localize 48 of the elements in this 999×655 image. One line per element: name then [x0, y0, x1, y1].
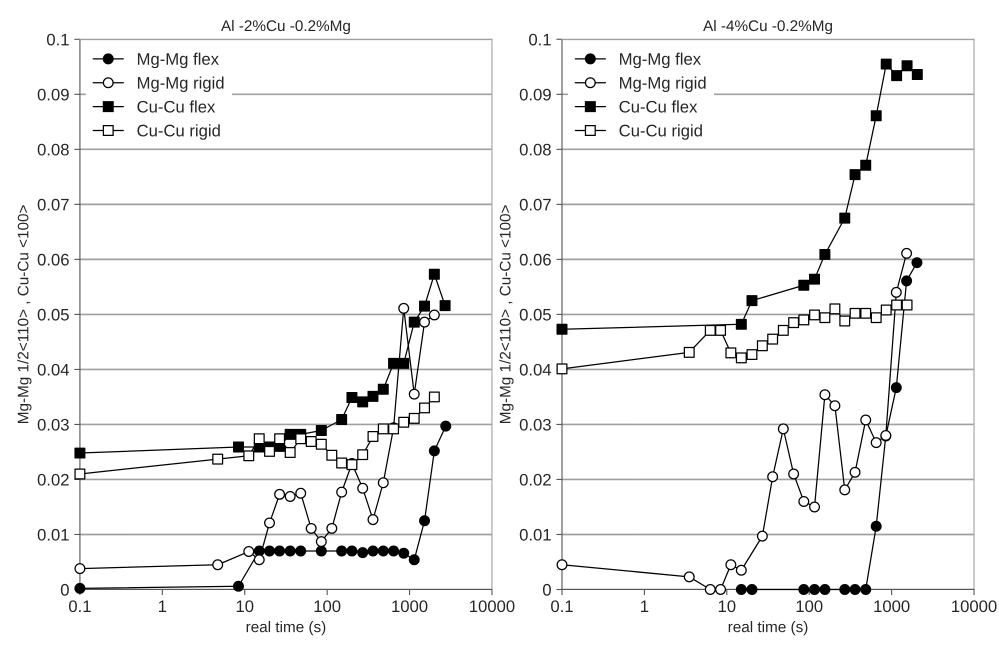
x-tick-label: 1000 [874, 600, 910, 612]
y-tick-label: 0.06 [520, 254, 551, 266]
y-tick-label: 0.09 [38, 88, 69, 101]
y-tick-label: 0.08 [520, 144, 551, 156]
x-tick-label: 10 [236, 600, 254, 612]
legend-label: Mg-Mg rigid [138, 76, 224, 92]
x-tick-label: 0.1 [551, 600, 573, 612]
y-tick-label: 0.06 [38, 254, 69, 266]
y-tick-label: 0 [60, 584, 69, 596]
y-tick-label: 0.02 [38, 474, 69, 486]
y-tick-label: 0.04 [520, 364, 552, 376]
x-tick-label: 0.1 [68, 600, 91, 612]
y-tick-label: 0.01 [520, 528, 551, 541]
y-tick-label: 0.01 [38, 528, 69, 541]
legend-label: Cu-Cu flex [137, 100, 216, 113]
y-tick-label: 0.03 [38, 418, 69, 431]
x-tick-label: 100 [314, 600, 340, 612]
x-axis-title: real time (s) [728, 621, 808, 636]
legend-label: Cu-Cu flex [620, 100, 698, 113]
y-tick-label: 0.03 [520, 418, 551, 431]
legend-label: Mg-Mg rigid [620, 76, 706, 92]
x-tick-label: 1000 [392, 600, 428, 612]
y-tick-label: 0.09 [520, 88, 551, 101]
legend-label: Cu-Cu rigid [137, 124, 220, 140]
x-tick-label: 1 [641, 600, 648, 612]
y-tick-label: 0.05 [520, 308, 551, 321]
y-tick-label: 0.02 [520, 474, 551, 486]
y-tick-label: 0.1 [46, 34, 69, 46]
y-tick-label: 0.07 [38, 198, 69, 211]
x-tick-label: 10 [718, 600, 736, 612]
y-tick-label: 0.05 [38, 308, 69, 321]
legend-label: Cu-Cu rigid [620, 124, 702, 140]
y-tick-label: 0.08 [38, 144, 69, 156]
x-tick-label: 10000 [470, 600, 514, 612]
y-tick-label: 0 [542, 584, 551, 596]
x-axis-title: real time (s) [246, 621, 326, 636]
chart-title: Al -2%Cu -0.2%Mg [221, 20, 350, 34]
x-tick-label: 1 [158, 600, 166, 612]
x-tick-label: 100 [796, 600, 822, 612]
y-tick-label: 0.1 [529, 34, 551, 46]
y-axis-title: Mg-Mg 1/2<110> , Cu-Cu <100> [17, 205, 32, 423]
legend-label: Mg-Mg flex [620, 52, 701, 68]
y-tick-label: 0.07 [520, 198, 551, 211]
y-axis-title: Mg-Mg 1/2<110> , Cu-Cu <100> [499, 205, 514, 423]
chart-title: Al -4%Cu -0.2%Mg [703, 20, 832, 34]
y-tick-label: 0.04 [38, 364, 70, 376]
legend-label: Mg-Mg flex [138, 52, 219, 68]
x-tick-label: 10000 [952, 600, 997, 612]
